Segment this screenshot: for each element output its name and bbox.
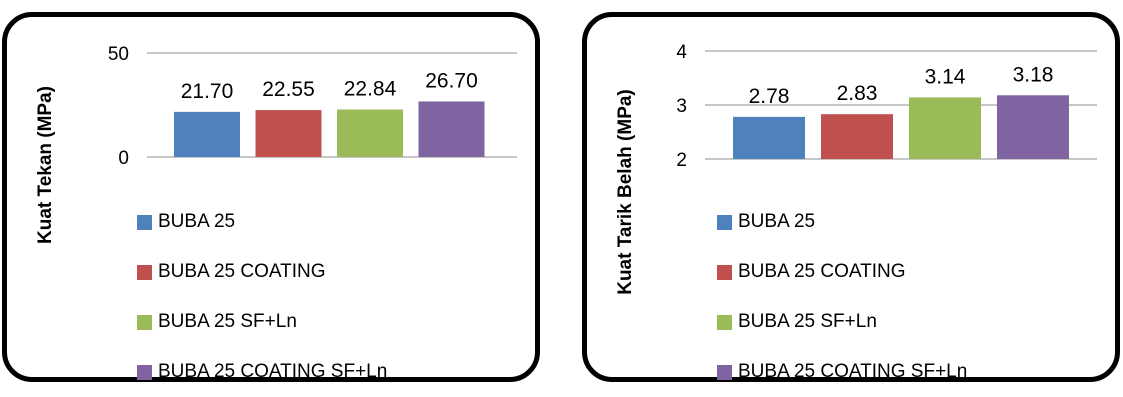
chart-panel-kuat-tarik-belah: 2.78 2.83 3.14 3.18 2 3 4 Kuat Tarik Belah (M… bbox=[582, 12, 1120, 382]
legend-label: BUBA 25 COATING SF+Ln bbox=[158, 361, 388, 382]
data-label: 3.18 bbox=[1013, 63, 1054, 86]
data-label: 22.84 bbox=[344, 77, 397, 100]
data-label: 3.14 bbox=[925, 65, 966, 88]
legend-label: BUBA 25 bbox=[738, 211, 816, 232]
data-label: 26.70 bbox=[425, 69, 478, 92]
bar bbox=[909, 97, 981, 159]
legend-label: BUBA 25 bbox=[158, 211, 236, 232]
bar bbox=[174, 111, 240, 157]
y-tick-label: 4 bbox=[676, 42, 687, 63]
chart-kuat-tarik-belah-svg: 2.78 2.83 3.14 3.18 2 3 4 Kuat Tarik Belah (M… bbox=[615, 42, 1097, 295]
legend-swatch bbox=[137, 364, 152, 380]
bar bbox=[255, 110, 322, 157]
data-label: 2.83 bbox=[837, 82, 878, 105]
legend-swatch bbox=[717, 314, 732, 330]
legend-item: BUBA 25 COATING SF+Ln bbox=[137, 347, 387, 397]
legend-item: BUBA 25 SF+Ln bbox=[717, 297, 967, 347]
data-label: 21.70 bbox=[181, 80, 234, 103]
y-axis-title: Kuat Tarik Belah (MPa) bbox=[615, 89, 636, 295]
y-axis-title: Kuat Tekan (MPa) bbox=[35, 86, 56, 244]
legend-item: BUBA 25 COATING SF+Ln bbox=[717, 347, 967, 397]
legend-swatch bbox=[717, 364, 732, 380]
legend-swatch bbox=[137, 264, 152, 280]
legend-label: BUBA 25 COATING bbox=[158, 261, 326, 282]
legend-label: BUBA 25 COATING SF+Ln bbox=[738, 361, 968, 382]
bar bbox=[418, 101, 485, 157]
legend-label: BUBA 25 SF+Ln bbox=[158, 311, 297, 332]
bar bbox=[337, 109, 403, 157]
legend: BUBA 25 BUBA 25 COATING BUBA 25 SF+Ln BU… bbox=[137, 197, 387, 397]
chart-panel-kuat-tekan: 21.70 22.55 22.84 26.70 0 50 Kuat Tekan (MPa… bbox=[2, 12, 540, 382]
legend: BUBA 25 BUBA 25 COATING BUBA 25 SF+Ln BU… bbox=[717, 197, 967, 397]
legend-item: BUBA 25 bbox=[717, 197, 967, 247]
legend-item: BUBA 25 SF+Ln bbox=[137, 297, 387, 347]
legend-swatch bbox=[717, 214, 732, 230]
legend-swatch bbox=[717, 264, 732, 280]
legend-label: BUBA 25 COATING bbox=[738, 261, 906, 282]
bar bbox=[733, 116, 805, 159]
legend-item: BUBA 25 COATING bbox=[717, 247, 967, 297]
y-tick-label: 0 bbox=[118, 148, 129, 169]
chart-kuat-tekan-svg: 21.70 22.55 22.84 26.70 0 50 Kuat Tekan (MPa… bbox=[35, 44, 517, 244]
data-label: 2.78 bbox=[749, 85, 790, 108]
bar bbox=[997, 95, 1069, 159]
bar bbox=[821, 114, 893, 159]
legend-swatch bbox=[137, 214, 152, 230]
legend-item: BUBA 25 bbox=[137, 197, 387, 247]
legend-item: BUBA 25 COATING bbox=[137, 247, 387, 297]
data-label: 22.55 bbox=[262, 78, 315, 101]
y-tick-label: 3 bbox=[676, 96, 687, 117]
legend-swatch bbox=[137, 314, 152, 330]
y-tick-label: 2 bbox=[676, 150, 687, 171]
y-tick-label: 50 bbox=[108, 44, 129, 65]
legend-label: BUBA 25 SF+Ln bbox=[738, 311, 877, 332]
